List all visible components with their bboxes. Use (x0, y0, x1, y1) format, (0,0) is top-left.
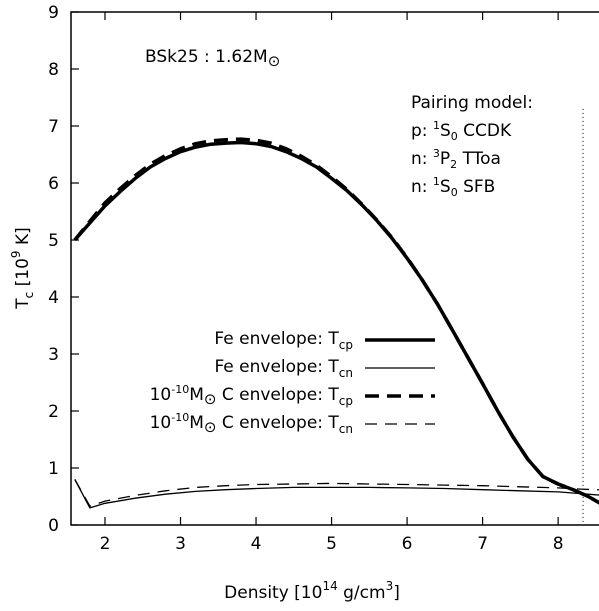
y-axis-label: Tc [109 K] (9, 227, 36, 310)
x-axis-label: Density [1014 g/cm3] (224, 579, 400, 603)
y-tick-label: 8 (48, 60, 59, 80)
pairing-header: Pairing model: (411, 93, 533, 113)
legend-label-c-tcn: 10-10M⊙ C envelope: Tcn (150, 411, 353, 436)
y-tick-label: 4 (48, 288, 59, 308)
x-tick-label: 6 (402, 534, 413, 554)
x-tick-label: 5 (326, 534, 337, 554)
x-tick-label: 4 (251, 534, 262, 554)
pairing-line-1: p: 1S0 CCDK (411, 119, 512, 143)
series-c-tcp (73, 137, 599, 505)
y-tick-label: 0 (48, 516, 59, 536)
y-tick-label: 7 (48, 117, 59, 137)
pairing-line-3: n: 1S0 SFB (411, 175, 495, 199)
y-tick-label: 6 (48, 174, 59, 194)
x-tick-label: 3 (175, 534, 186, 554)
y-tick-label: 5 (48, 231, 59, 251)
plot-frame (70, 11, 599, 526)
y-tick-label: 9 (48, 3, 59, 23)
legend-label-fe-tcp: Fe envelope: Tcp (214, 329, 353, 352)
series-c-tcn (74, 479, 599, 507)
model-annotation: BSk25 : 1.62M⊙ (145, 47, 280, 70)
x-tick-label: 2 (100, 534, 111, 554)
series-fe-tcn (74, 479, 599, 509)
series-group (73, 137, 599, 509)
x-tick-label: 8 (553, 534, 564, 554)
y-tick-label: 1 (48, 459, 59, 479)
legend-label-c-tcp: 10-10M⊙ C envelope: Tcp (150, 383, 353, 408)
y-tick-label: 3 (48, 345, 59, 365)
x-tick-label: 7 (477, 534, 488, 554)
legend-label-fe-tcn: Fe envelope: Tcn (214, 357, 353, 380)
axis-ticks: 2 3 4 5 6 7 8 0 1 2 3 4 5 6 7 8 9 (48, 3, 563, 554)
y-tick-label: 2 (48, 402, 59, 422)
legend: Fe envelope: Tcp Fe envelope: Tcn 10-10M… (150, 329, 435, 436)
pairing-line-2: n: 3P2 TToa (411, 147, 501, 171)
pairing-box: Pairing model: p: 1S0 CCDK n: 3P2 TToa n… (411, 93, 533, 199)
